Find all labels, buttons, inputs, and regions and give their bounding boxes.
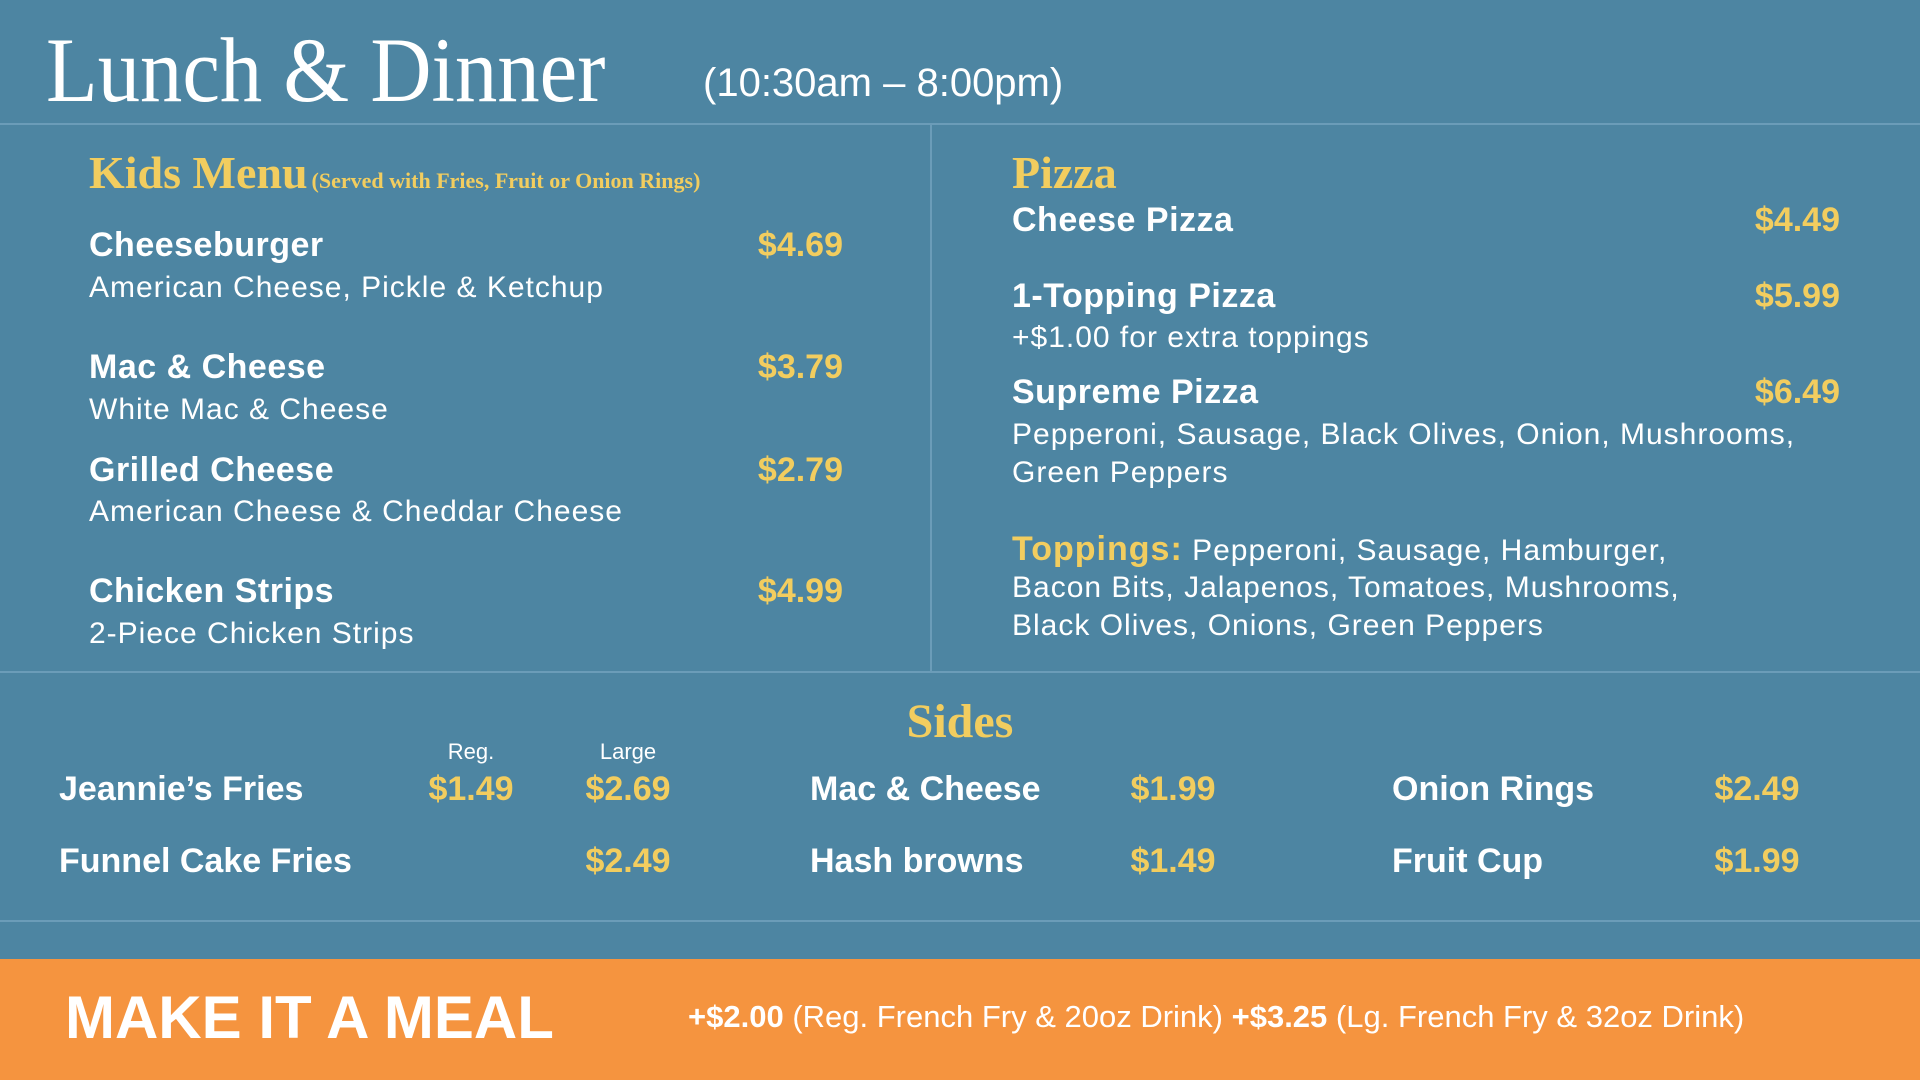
toppings-text: Pepperoni, Sausage, Hamburger,: [1192, 534, 1668, 567]
kids-menu-title: Kids Menu: [89, 147, 308, 198]
kids-menu-note: (Served with Fries, Fruit or Onion Rings…: [311, 168, 701, 193]
menu-item-name: 1-Topping Pizza: [1012, 277, 1276, 315]
side-item-name: Mac & Cheese: [810, 770, 1041, 808]
menu-item-desc: 2-Piece Chicken Strips: [89, 617, 415, 650]
side-item-name: Hash browns: [810, 842, 1024, 880]
toppings-line: Toppings: Pepperoni, Sausage, Hamburger,: [1012, 530, 1667, 570]
pizza-heading: Pizza: [1012, 147, 1117, 198]
divider: [0, 123, 1920, 125]
meal-option-1-desc: (Reg. French Fry & 20oz Drink): [792, 999, 1223, 1034]
side-item-price: $1.49: [1130, 842, 1216, 880]
side-item-name: Jeannie’s Fries: [59, 770, 304, 808]
page-title: Lunch & Dinner: [46, 19, 606, 121]
side-item-price: $2.69: [585, 770, 671, 808]
toppings-text: Bacon Bits, Jalapenos, Tomatoes, Mushroo…: [1012, 571, 1680, 604]
sides-heading: Sides: [906, 695, 1014, 748]
menu-item-price: $4.49: [1754, 201, 1840, 239]
menu-item-name: Grilled Cheese: [89, 451, 335, 489]
menu-item-price: $4.99: [757, 572, 843, 610]
menu-item-desc: White Mac & Cheese: [89, 393, 389, 426]
meal-option-2-price: +$3.25: [1231, 999, 1328, 1034]
meal-option-2-desc: (Lg. French Fry & 32oz Drink): [1335, 999, 1745, 1034]
menu-item-price: $3.79: [757, 348, 843, 386]
divider: [0, 920, 1920, 922]
side-item-name: Funnel Cake Fries: [59, 842, 352, 880]
menu-item-price: $6.49: [1754, 373, 1840, 411]
toppings-label: Toppings:: [1012, 530, 1183, 568]
side-item-price: $1.99: [1714, 842, 1800, 880]
menu-item-name: Supreme Pizza: [1012, 373, 1259, 411]
menu-item-desc: American Cheese & Cheddar Cheese: [89, 495, 623, 528]
side-item-name: Fruit Cup: [1392, 842, 1544, 880]
meal-options: +$2.00 (Reg. French Fry & 20oz Drink) +$…: [688, 997, 1744, 1037]
menu-item-price: $2.79: [757, 451, 843, 489]
menu-item-desc: Green Peppers: [1012, 456, 1229, 489]
menu-item-name: Cheeseburger: [89, 226, 324, 264]
meal-title: MAKE IT A MEAL: [65, 984, 554, 1051]
menu-item-price: $4.69: [757, 226, 843, 264]
divider: [0, 671, 1920, 673]
menu-item-name: Cheese Pizza: [1012, 201, 1234, 239]
side-item-price: $1.49: [428, 770, 514, 808]
kids-menu-heading: Kids Menu (Served with Fries, Fruit or O…: [89, 146, 700, 199]
large-label: Large: [599, 739, 657, 764]
side-item-price: $2.49: [585, 842, 671, 880]
reg-label: Reg.: [447, 739, 495, 764]
menu-item-desc: American Cheese, Pickle & Ketchup: [89, 271, 604, 304]
menu-item-price: $5.99: [1754, 277, 1840, 315]
menu-item-desc: Pepperoni, Sausage, Black Olives, Onion,…: [1012, 418, 1796, 451]
side-item-price: $2.49: [1714, 770, 1800, 808]
meal-banner: MAKE IT A MEAL +$2.00 (Reg. French Fry &…: [0, 959, 1920, 1080]
divider: [930, 125, 932, 672]
side-item-price: $1.99: [1130, 770, 1216, 808]
side-item-name: Onion Rings: [1392, 770, 1595, 808]
toppings-text: Black Olives, Onions, Green Peppers: [1012, 609, 1544, 642]
meal-option-1-price: +$2.00: [688, 999, 784, 1034]
menu-item-desc: +$1.00 for extra toppings: [1012, 321, 1370, 354]
menu-item-name: Mac & Cheese: [89, 348, 326, 386]
hours: (10:30am – 8:00pm): [703, 61, 1064, 105]
menu-item-name: Chicken Strips: [89, 572, 335, 610]
